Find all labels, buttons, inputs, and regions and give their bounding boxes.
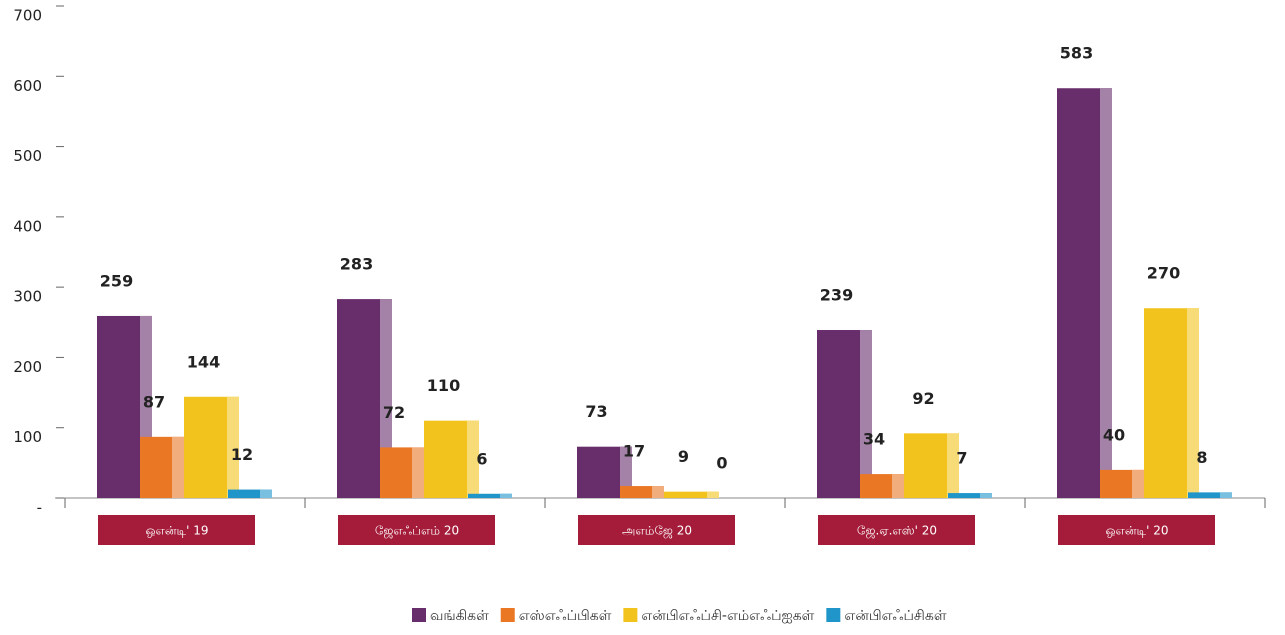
value-label: 87 (143, 392, 165, 411)
value-label: 8 (1196, 448, 1207, 467)
y-tick-label: 300 (13, 288, 42, 306)
legend-label: எஸ்எஃப்பிகள் (519, 608, 612, 624)
value-label: 583 (1060, 44, 1093, 63)
bar-side (707, 491, 719, 498)
bar-side (947, 433, 959, 498)
category-box (338, 515, 495, 545)
bar-side (1100, 88, 1112, 498)
category-box (578, 515, 735, 545)
category-box (1058, 515, 1215, 545)
value-label: 17 (623, 442, 645, 461)
bar-side (980, 493, 992, 498)
bar-side (1187, 308, 1199, 498)
category-box (818, 515, 975, 545)
y-tick-label: 500 (13, 147, 42, 165)
value-label: 283 (340, 255, 373, 274)
y-tick-label: - (37, 499, 42, 517)
bar (664, 491, 719, 498)
bar-side (260, 489, 272, 498)
value-label: 92 (912, 389, 934, 408)
bar-side (652, 486, 664, 498)
bar (228, 489, 272, 498)
legend-label: வங்கிகள் (430, 608, 489, 624)
legend-label: என்பிஎஃப்சி-எம்எஃப்ஐகள் (641, 608, 814, 624)
value-label: 259 (100, 271, 133, 290)
bar-side (892, 474, 904, 498)
bar (1188, 492, 1232, 498)
value-label: 0 (716, 454, 727, 473)
value-label: 144 (187, 352, 220, 371)
value-label: 34 (863, 430, 885, 449)
value-label: 239 (820, 286, 853, 305)
legend-swatch (412, 608, 426, 622)
bar (620, 486, 664, 498)
legend-label: என்பிஎஃப்சிகள் (844, 608, 947, 624)
bar-side (467, 420, 479, 498)
legend-swatch (500, 608, 515, 622)
value-label: 40 (1103, 425, 1125, 444)
bar-side (412, 447, 424, 498)
y-tick-label: 600 (13, 77, 42, 95)
value-label: 9 (678, 447, 689, 466)
bar (948, 493, 992, 498)
x-tick-label: ஜேஎஃப்எம் 20 (375, 524, 459, 539)
value-label: 6 (476, 449, 487, 468)
y-tick-label: 400 (13, 217, 42, 235)
bar-side (860, 330, 872, 498)
bar-side (227, 396, 239, 498)
value-label: 73 (585, 402, 607, 421)
x-tick-label: ஒஎன்டி' 20 (1106, 524, 1169, 538)
bar-side (1132, 469, 1144, 498)
y-tick-label: 100 (13, 428, 42, 446)
x-tick-label: ஜே.ஏ.எஸ்' 20 (857, 524, 937, 539)
value-label: 12 (231, 445, 253, 464)
bar (468, 493, 512, 498)
bar-side (172, 436, 184, 498)
category-box (98, 515, 255, 545)
legend-swatch (623, 608, 638, 622)
bar-side (1220, 492, 1232, 498)
value-label: 72 (383, 403, 405, 422)
x-tick-label: ஒஎன்டி' 19 (146, 524, 209, 538)
legend-swatch (826, 608, 841, 622)
value-label: 7 (956, 449, 967, 468)
y-tick-label: 700 (13, 7, 42, 25)
x-tick-label: அஎம்ஜே 20 (622, 524, 692, 539)
bar-side (500, 493, 512, 498)
value-label: 110 (427, 376, 460, 395)
value-label: 270 (1147, 264, 1180, 283)
y-tick-label: 200 (13, 358, 42, 376)
bar-side (620, 446, 632, 498)
